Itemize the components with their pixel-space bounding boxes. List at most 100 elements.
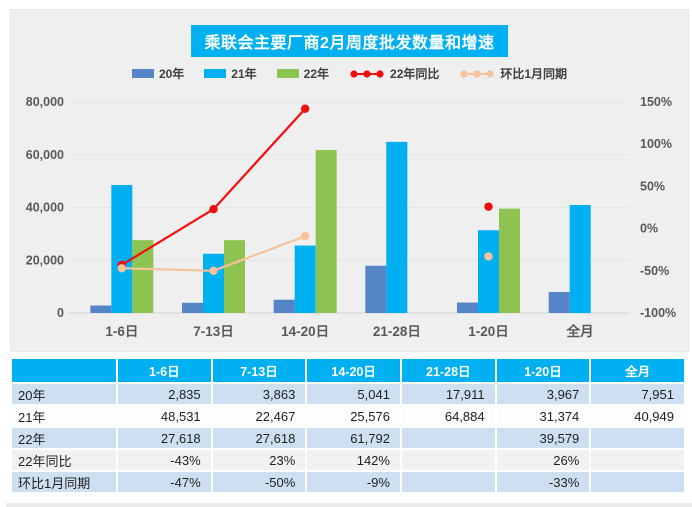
chart-title: 乘联会主要厂商2月周度批发数量和增速 — [190, 25, 509, 57]
table-body: 20年 2,835 3,863 5,041 17,911 3,967 7,951 21年 48,… — [12, 384, 684, 492]
table-cell — [591, 450, 684, 470]
bar — [315, 150, 337, 313]
bar — [386, 141, 408, 313]
legend-item-1: 21年 — [204, 65, 257, 82]
line-series-环比1月同期 — [117, 231, 493, 275]
bar — [203, 253, 224, 313]
line-point — [300, 104, 310, 113]
table-cell: 40,949 — [591, 406, 684, 426]
bar — [182, 302, 203, 313]
table-cell: 3,967 — [496, 384, 590, 404]
left-axis-tick: 20,000 — [26, 253, 64, 267]
table-cell: 61,792 — [307, 428, 400, 448]
table-cell: -43% — [118, 450, 211, 470]
row-label: 22年同比 — [12, 450, 116, 470]
legend-label: 21年 — [231, 67, 257, 81]
table-cell: 3,863 — [212, 384, 306, 404]
table-cell: -33% — [496, 472, 590, 492]
table-cell: 7,951 — [591, 384, 684, 404]
table-cell: 27,618 — [212, 428, 306, 448]
bar — [569, 204, 591, 313]
bar — [294, 245, 316, 313]
left-axis-tick: 40,000 — [26, 201, 64, 215]
table-row: 22年 27,618 27,618 61,792 39,579 — [12, 428, 684, 448]
row-label: 20年 — [12, 384, 116, 404]
table-row: 21年 48,531 22,467 25,576 64,884 31,374 40,949 — [12, 406, 684, 426]
legend-line-marker-icon — [350, 69, 384, 78]
table-header-cell: 21-28日 — [401, 359, 495, 382]
table-row: 22年同比 -43% 23% 142% 26% — [12, 450, 684, 470]
table-header-cell: 14-20日 — [307, 359, 400, 382]
bar — [273, 299, 295, 313]
x-axis-label: 1-6日 — [105, 324, 138, 339]
line-series-22年同比 — [117, 104, 493, 270]
legend-bar-swatch-icon — [131, 69, 154, 78]
line-point — [300, 231, 310, 241]
x-axis-label: 14-20日 — [281, 324, 329, 339]
chart-legend: 20年 21年 22年 22年同比 环比1月同期 — [11, 65, 688, 82]
bar — [499, 208, 520, 313]
bar — [224, 240, 245, 313]
bar — [111, 184, 133, 313]
bar — [457, 302, 478, 313]
table-row: 20年 2,835 3,863 5,041 17,911 3,967 7,951 — [12, 384, 684, 404]
line-point — [209, 204, 218, 214]
bar-series-22年 — [132, 150, 520, 313]
bar — [132, 240, 154, 313]
table-header-cell — [12, 359, 116, 382]
table-cell: 2,835 — [118, 384, 211, 404]
table-cell: -9% — [307, 472, 400, 492]
table-cell: 25,576 — [307, 406, 400, 426]
chart-panel: 80,000 60,000 40,000 20,000 0 150% 100% 50% 0% -5… — [10, 9, 689, 352]
legend-item-4: 环比1月同期 — [459, 65, 567, 82]
table-cell: 64,884 — [401, 406, 495, 426]
table-cell — [401, 472, 495, 492]
table-cell: -50% — [212, 472, 306, 492]
right-axis-tick: 0% — [640, 222, 658, 236]
table-cell: 27,618 — [118, 428, 211, 448]
table-cell: 23% — [212, 450, 306, 470]
bar-series-20年 — [90, 265, 570, 313]
bottom-strip — [6, 503, 692, 507]
legend-bar-swatch-icon — [276, 69, 299, 78]
table-cell: 5,041 — [307, 384, 400, 404]
legend-item-3: 22年同比 — [349, 65, 439, 82]
legend-item-0: 20年 — [131, 65, 185, 82]
table-cell: -47% — [118, 472, 211, 492]
table-cell: 48,531 — [118, 406, 211, 426]
legend-bar-swatch-icon — [204, 69, 227, 78]
table-header-cell: 1-20日 — [496, 359, 590, 382]
right-axis-tick: -50% — [640, 264, 669, 278]
right-axis-tick: -100% — [640, 306, 676, 320]
bar — [478, 230, 499, 313]
legend-label: 22年同比 — [390, 67, 440, 81]
table-cell: 39,579 — [496, 428, 590, 448]
table-header-row: 1-6日 7-13日 14-20日 21-28日 1-20日 全月 — [12, 359, 684, 382]
left-axis-tick: 60,000 — [26, 148, 64, 162]
table-cell: 31,374 — [496, 406, 590, 426]
right-axis-tick: 100% — [640, 137, 672, 151]
table-header-cell: 7-13日 — [212, 359, 306, 382]
bar — [548, 292, 570, 313]
table-cell — [401, 428, 495, 448]
legend-label: 20年 — [158, 67, 185, 81]
bar — [365, 265, 387, 313]
table-cell: 22,467 — [212, 406, 306, 426]
legend-line-marker-icon — [460, 69, 494, 78]
x-axis-label: 全月 — [566, 323, 594, 339]
table-cell: 142% — [307, 450, 400, 470]
row-label: 环比1月同期 — [12, 472, 116, 492]
x-axis-label: 1-20日 — [468, 324, 509, 339]
line-point — [117, 264, 127, 273]
data-table: 1-6日 7-13日 14-20日 21-28日 1-20日 全月 20年 2,835 3,8… — [10, 357, 686, 494]
left-axis-tick: 80,000 — [26, 95, 64, 109]
row-label: 21年 — [12, 406, 116, 426]
left-axis-tick: 0 — [57, 306, 64, 320]
row-label: 22年 — [12, 428, 116, 448]
legend-label: 22年 — [303, 67, 330, 81]
table-cell: 17,911 — [401, 384, 495, 404]
table-row: 环比1月同期 -47% -50% -9% -33% — [12, 472, 684, 492]
right-axis-tick: 150% — [640, 95, 672, 109]
legend-label: 环比1月同期 — [500, 67, 568, 81]
